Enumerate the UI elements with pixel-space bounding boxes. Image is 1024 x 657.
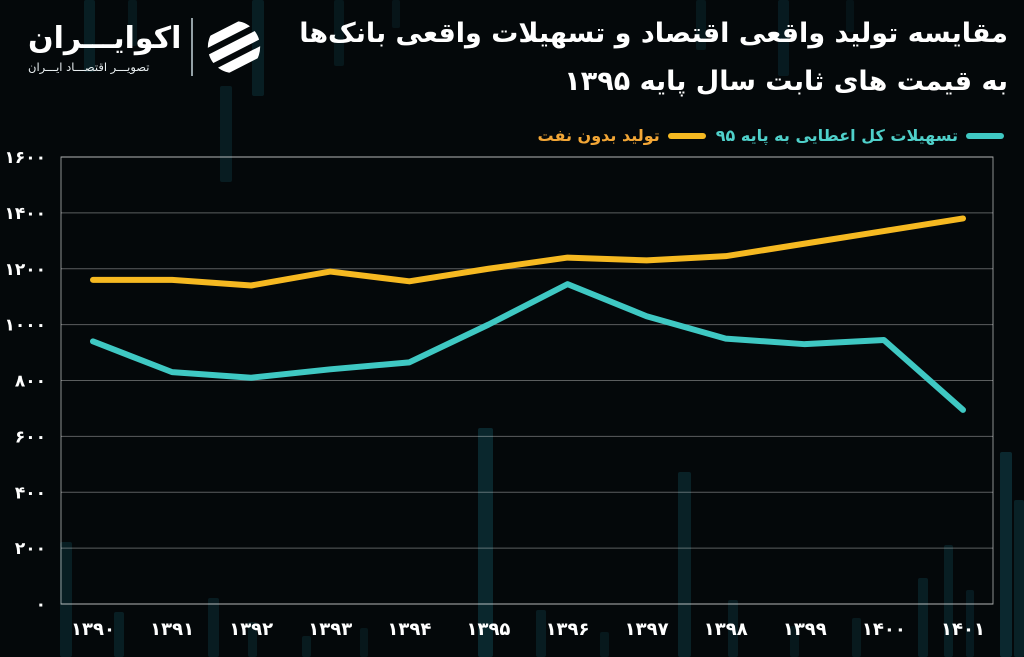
x-tick-label: ۱۴۰۱ bbox=[941, 619, 985, 640]
legend-item-production: تولید بدون نفت bbox=[538, 126, 706, 145]
legend-swatch-teal-icon bbox=[966, 132, 1004, 139]
chart-title-line-2: به قیمت های ثابت سال پایه ۱۳۹۵ bbox=[564, 66, 1008, 97]
chart-legend: تسهیلات کل اعطایی به پایه ۹۵ تولید بدون … bbox=[538, 126, 1004, 145]
x-tick-label: ۱۴۰۰ bbox=[862, 619, 906, 640]
logo-tagline: تصویـــر اقتصـــاد ایـــران bbox=[28, 59, 150, 74]
x-tick-label: ۱۳۹۱ bbox=[150, 619, 194, 640]
logo-text-block: اکوایـــران تصویـــر اقتصـــاد ایـــران bbox=[28, 21, 181, 74]
legend-label-production: تولید بدون نفت bbox=[537, 126, 660, 145]
y-tick-label: ۶۰۰ bbox=[15, 427, 46, 447]
ecoiran-emblem-icon bbox=[203, 16, 266, 78]
chart-title-line-1: مقایسه تولید واقعی اقتصاد و تسهیلات واقع… bbox=[299, 18, 1008, 49]
x-tick-label: ۱۳۹۶ bbox=[546, 619, 590, 640]
y-tick-label: ۱۰۰۰ bbox=[4, 316, 46, 336]
ecoiran-logo: اکوایـــران تصویـــر اقتصـــاد ایـــران bbox=[28, 16, 266, 78]
y-tick-label: ۱۲۰۰ bbox=[4, 260, 46, 280]
x-tick-label: ۱۳۹۵ bbox=[466, 619, 510, 640]
y-tick-label: ۲۰۰ bbox=[15, 539, 46, 559]
x-tick-label: ۱۳۹۹ bbox=[783, 619, 827, 640]
x-tick-label: ۱۳۹۷ bbox=[625, 619, 669, 640]
x-tick-label: ۱۳۹۴ bbox=[387, 619, 431, 640]
logo-separator bbox=[191, 18, 194, 76]
x-tick-label: ۱۳۹۰ bbox=[71, 619, 115, 640]
legend-swatch-yellow-icon bbox=[667, 132, 706, 139]
y-tick-label: ۱۴۰۰ bbox=[4, 204, 46, 224]
series-line bbox=[90, 215, 966, 289]
y-tick-label: ۸۰۰ bbox=[15, 372, 46, 392]
legend-item-facilities: تسهیلات کل اعطایی به پایه ۹۵ bbox=[716, 126, 1004, 145]
x-tick-label: ۱۳۹۲ bbox=[229, 619, 273, 640]
y-tick-label: ۰ bbox=[36, 595, 46, 615]
chart-title: مقایسه تولید واقعی اقتصاد و تسهیلات واقع… bbox=[299, 10, 1008, 106]
series-line bbox=[90, 281, 966, 413]
x-tick-label: ۱۳۹۳ bbox=[308, 619, 352, 640]
y-tick-label: ۱۶۰۰ bbox=[4, 148, 46, 168]
y-tick-label: ۴۰۰ bbox=[15, 483, 46, 503]
logo-name: اکوایـــران bbox=[28, 20, 182, 56]
x-tick-label: ۱۳۹۸ bbox=[704, 619, 748, 640]
legend-label-facilities: تسهیلات کل اعطایی به پایه ۹۵ bbox=[715, 126, 958, 145]
